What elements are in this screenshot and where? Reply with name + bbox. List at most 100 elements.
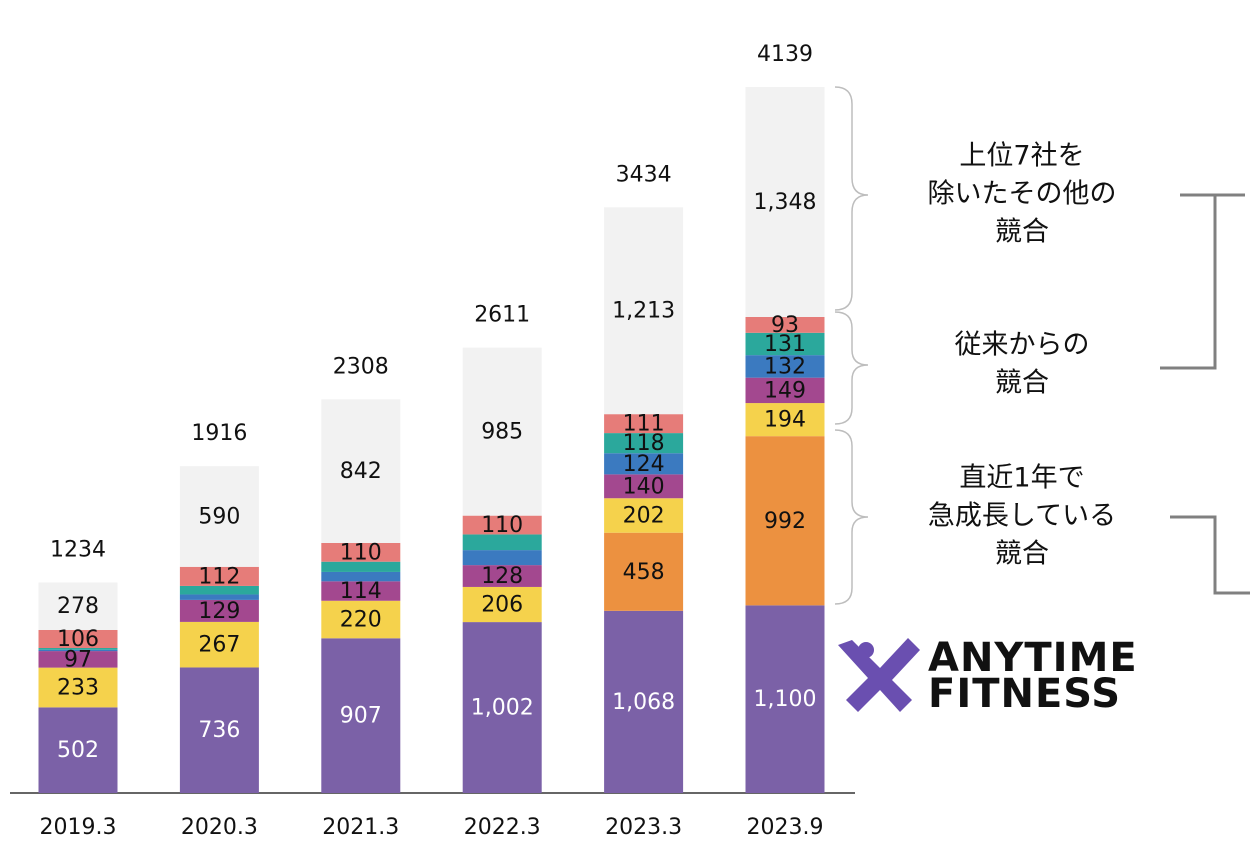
bar-segment [179,621,259,668]
bar-segment [38,648,118,650]
value-label: 458 [623,560,665,585]
bar-segment [745,355,825,378]
value-label: 206 [481,593,523,618]
brace [834,311,869,425]
bar-segment [604,532,684,611]
annotation: 競合 [995,368,1049,399]
value-label: 1,348 [754,190,817,215]
value-label: 202 [623,503,665,528]
value-label: 1,068 [612,690,675,715]
total-label: 3434 [616,162,672,187]
bar-segment [604,498,684,533]
bar-segment [604,414,684,434]
bar-segment [745,377,825,404]
x-tick-label: 2021.3 [322,815,399,838]
bar-segment [321,638,401,793]
value-label: 985 [481,420,523,445]
bar-segment [604,453,684,475]
x-tick-label: 2020.3 [181,815,258,838]
bar-segment [38,582,118,630]
value-label: 106 [57,627,99,652]
annotation: 急成長している [928,501,1116,532]
bracket [1170,515,1250,595]
x-tick-label: 2023.3 [605,815,682,838]
value-label: 129 [198,599,240,624]
bar-segment [321,399,401,543]
bar-segment [321,600,401,639]
bar-segment [321,571,401,582]
bar-segment [745,436,825,606]
value-label: 124 [623,452,665,477]
value-label: 131 [764,332,806,357]
bar-segment [179,585,259,595]
bar-segment [38,667,118,708]
value-label: 114 [340,579,382,604]
total-label: 1234 [50,538,106,563]
value-label: 118 [623,431,665,456]
bar-segment [745,87,825,317]
bar-segment [38,649,118,652]
bar-segment [462,347,542,516]
bar-segment [745,403,825,437]
value-label: 1,213 [612,299,675,324]
value-label: 93 [771,313,799,338]
logo-body [838,638,920,712]
value-label: 128 [481,564,523,589]
bar-segment [321,542,401,562]
bar-segment [745,316,825,333]
bar-segment [179,466,259,567]
bar-segment [604,433,684,454]
annotation: 直近1年で [959,463,1084,494]
total-label: 1916 [191,421,247,446]
annotation: 除いたその他の [928,179,1117,210]
bar-segment [179,566,259,586]
value-label: 278 [57,594,99,619]
bar-segment [462,622,542,793]
total-label: 2308 [333,354,389,379]
value-label: 590 [198,505,240,530]
annotation: 従来からの [955,330,1090,361]
value-label: 110 [481,513,523,538]
bar-segment [462,586,542,623]
value-label: 112 [198,564,240,589]
connectors [1160,193,1250,595]
bar-segment [745,605,825,793]
annotation: 競合 [995,539,1049,570]
value-label: 97 [64,647,92,672]
bar-segment [604,474,684,499]
brace [834,429,869,605]
total-label: 4139 [757,42,813,67]
brace [834,86,869,311]
value-label: 1,100 [754,687,817,712]
braces [834,86,869,605]
bracket [1160,193,1245,370]
bar-segment [321,581,401,601]
logo-icon [838,638,920,712]
bar-segment [179,599,259,622]
bar-segment [745,332,825,356]
bar-segment [462,515,542,535]
annotation: 競合 [995,217,1049,248]
value-label: 1,002 [471,696,534,721]
bar-segment [179,667,259,793]
bar-segment [462,565,542,587]
value-label: 149 [764,378,806,403]
value-label: 992 [764,509,806,534]
bar-segment [462,534,542,551]
value-label: 220 [340,608,382,633]
value-label: 502 [57,738,99,763]
value-label: 111 [623,412,665,437]
logo-text: FITNESS [928,671,1121,717]
bar-segment [604,610,684,793]
value-label: 140 [623,474,665,499]
bar-segment [462,550,542,566]
value-label: 842 [340,459,382,484]
x-tick-label: 2023.9 [747,815,824,838]
x-tick-label: 2022.3 [464,815,541,838]
value-label: 907 [340,704,382,729]
logo-text: ANYTIME [928,635,1138,681]
bar-segment [38,651,118,668]
bar-segment [321,561,401,572]
value-label: 736 [198,718,240,743]
